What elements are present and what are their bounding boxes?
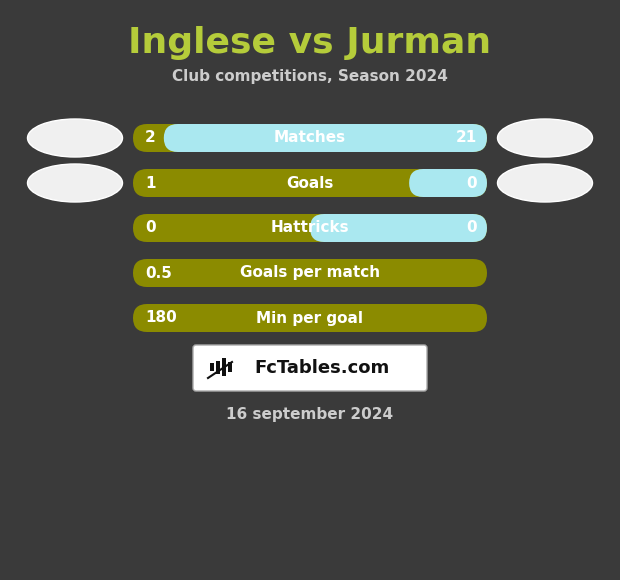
Text: 21: 21 bbox=[456, 130, 477, 146]
Text: 0.5: 0.5 bbox=[145, 266, 172, 281]
Ellipse shape bbox=[497, 119, 593, 157]
Ellipse shape bbox=[27, 119, 123, 157]
FancyBboxPatch shape bbox=[133, 259, 487, 287]
FancyBboxPatch shape bbox=[164, 124, 487, 152]
FancyBboxPatch shape bbox=[133, 124, 487, 152]
Text: Club competitions, Season 2024: Club competitions, Season 2024 bbox=[172, 70, 448, 85]
FancyBboxPatch shape bbox=[133, 304, 487, 332]
FancyBboxPatch shape bbox=[193, 345, 427, 391]
Text: 0: 0 bbox=[466, 220, 477, 235]
Bar bbox=[210, 363, 214, 371]
Text: 16 september 2024: 16 september 2024 bbox=[226, 408, 394, 422]
Text: Min per goal: Min per goal bbox=[257, 310, 363, 325]
Text: 0: 0 bbox=[466, 176, 477, 190]
FancyBboxPatch shape bbox=[133, 169, 487, 197]
Text: 180: 180 bbox=[145, 310, 177, 325]
Text: Inglese vs Jurman: Inglese vs Jurman bbox=[128, 26, 492, 60]
Bar bbox=[216, 361, 220, 374]
Bar bbox=[228, 362, 232, 372]
Text: 2: 2 bbox=[145, 130, 156, 146]
Text: Matches: Matches bbox=[274, 130, 346, 146]
FancyBboxPatch shape bbox=[409, 169, 487, 197]
Text: Goals per match: Goals per match bbox=[240, 266, 380, 281]
Ellipse shape bbox=[497, 164, 593, 202]
Ellipse shape bbox=[27, 164, 123, 202]
Bar bbox=[222, 358, 226, 376]
FancyBboxPatch shape bbox=[133, 214, 487, 242]
Text: 1: 1 bbox=[145, 176, 156, 190]
Text: Hattricks: Hattricks bbox=[271, 220, 349, 235]
Text: FcTables.com: FcTables.com bbox=[254, 359, 389, 377]
FancyBboxPatch shape bbox=[310, 214, 487, 242]
Text: 0: 0 bbox=[145, 220, 156, 235]
Text: Goals: Goals bbox=[286, 176, 334, 190]
